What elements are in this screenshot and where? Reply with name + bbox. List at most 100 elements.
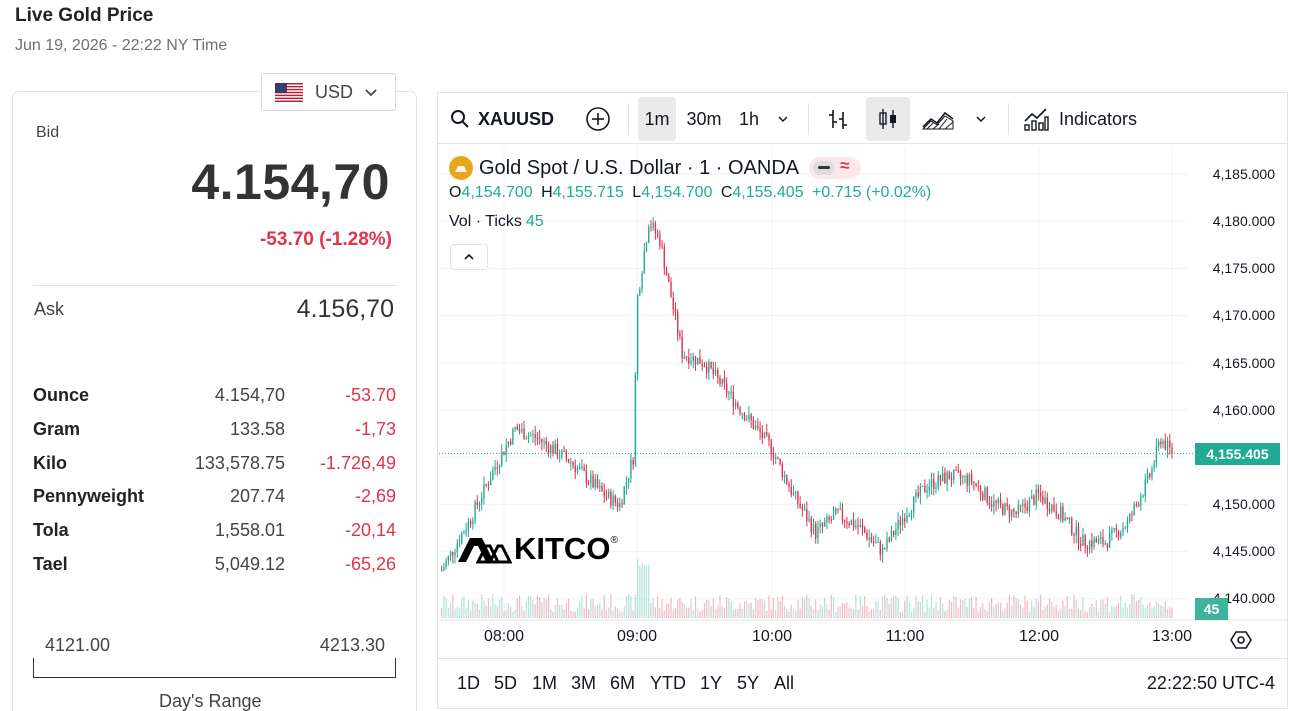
volume-bar	[826, 604, 828, 618]
area-chart-type-button[interactable]	[918, 97, 958, 141]
candle-body	[668, 275, 670, 282]
volume-bar	[922, 595, 924, 618]
volume-bar	[628, 594, 630, 618]
candle-body	[1051, 504, 1053, 512]
volume-bar	[490, 605, 492, 618]
interval-dropdown[interactable]	[770, 97, 796, 141]
volume-bar	[1124, 603, 1126, 618]
candle-body	[1013, 509, 1015, 512]
volume-bar	[1057, 611, 1060, 618]
candle-body	[823, 522, 826, 527]
volume-bar	[679, 597, 681, 618]
collapse-legend-button[interactable]	[450, 244, 488, 270]
currency-select[interactable]: USD	[261, 73, 396, 111]
compare-button[interactable]	[580, 97, 616, 141]
range-5d[interactable]: 5D	[494, 673, 518, 693]
volume-bar	[783, 605, 786, 618]
volume-bar	[1055, 605, 1057, 618]
candle-body	[828, 516, 830, 520]
candle-body	[935, 487, 937, 489]
candle-body	[1097, 538, 1100, 543]
volume-bar	[1138, 599, 1140, 618]
candle-body	[913, 496, 915, 513]
candle-body	[821, 523, 824, 527]
interval-30m[interactable]: 30m	[686, 108, 722, 129]
volume-bar	[910, 611, 913, 618]
candle-body	[558, 456, 561, 458]
settings-icon[interactable]	[1230, 629, 1252, 651]
interval-1m[interactable]: 1m	[638, 97, 676, 141]
close-key: C	[720, 184, 733, 201]
volume-bar	[817, 609, 819, 618]
volume-bar	[1095, 599, 1097, 618]
volume-bar	[521, 605, 523, 618]
range-1y[interactable]: 1Y	[700, 673, 723, 693]
volume-bar	[832, 597, 835, 618]
range-ytd[interactable]: YTD	[650, 673, 686, 693]
candle-body	[982, 493, 984, 500]
candle-body	[527, 435, 530, 439]
range-all[interactable]: All	[774, 673, 795, 693]
unit-change: -1,73	[354, 418, 396, 439]
volume-bar	[470, 610, 472, 618]
volume-bar	[456, 606, 458, 618]
candle-body	[518, 430, 521, 432]
candle-body	[697, 357, 699, 365]
volume-bar	[1126, 607, 1129, 618]
candle-body	[447, 556, 450, 562]
candle-body	[683, 356, 686, 359]
volume-bar	[944, 610, 946, 618]
range-1m[interactable]: 1M	[532, 673, 558, 693]
volume-bar	[830, 595, 832, 618]
candle-body	[933, 478, 935, 489]
volume-bar	[841, 603, 844, 618]
candle-body	[892, 530, 895, 536]
volume-bar	[1129, 604, 1131, 618]
plus-circle-icon	[586, 107, 610, 131]
indicators-button[interactable]: Indicators	[1018, 97, 1150, 141]
bar-chart-type-button[interactable]	[820, 97, 856, 141]
volume-bar	[481, 594, 483, 618]
candle-body	[458, 543, 461, 545]
range-1d[interactable]: 1D	[457, 673, 481, 693]
candle-body	[739, 407, 741, 414]
candle-body	[917, 492, 919, 497]
chart-type-dropdown[interactable]	[968, 97, 994, 141]
range-5y[interactable]: 5Y	[737, 673, 760, 693]
candle-body	[837, 508, 839, 510]
candle-chart-type-button[interactable]	[866, 97, 910, 141]
volume-bar	[1031, 600, 1033, 618]
range-6m[interactable]: 6M	[610, 673, 636, 693]
volume-bar	[706, 599, 708, 618]
volume-bar	[821, 606, 824, 618]
candle-body	[1111, 529, 1113, 533]
candle-body	[815, 523, 817, 539]
volume-bar	[681, 601, 683, 618]
candle-body	[904, 518, 906, 522]
candle-body	[999, 499, 1002, 505]
kitco-logo: KITCO ®	[456, 531, 618, 567]
symbol-search[interactable]: XAUUSD	[446, 97, 556, 141]
candle-body	[585, 470, 588, 483]
volume-bar	[1028, 611, 1031, 618]
volume-bar	[886, 597, 888, 618]
volume-bar	[458, 607, 461, 618]
range-3m[interactable]: 3M	[571, 673, 597, 693]
legend-controls[interactable]: ≈	[809, 156, 862, 179]
volume-bar	[1166, 609, 1169, 618]
candle-body	[884, 548, 886, 550]
chart-clock: 22:22:50 UTC-4	[1146, 673, 1275, 693]
candle-body	[1022, 503, 1024, 506]
volume-bar	[494, 603, 496, 618]
interval-1h[interactable]: 1h	[738, 108, 760, 129]
candle-body	[1113, 528, 1115, 530]
volume-bar	[668, 603, 670, 618]
volume-bar	[1035, 598, 1037, 618]
volume-bar	[901, 610, 904, 618]
candle-body	[663, 247, 666, 269]
candle-body	[975, 483, 977, 486]
candle-body	[772, 453, 775, 459]
unit-change: -53.70	[344, 385, 396, 405]
volume-bar	[563, 609, 565, 618]
